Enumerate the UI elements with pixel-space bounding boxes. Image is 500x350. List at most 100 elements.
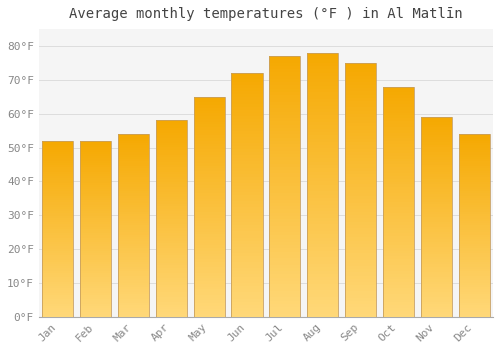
Bar — [270, 180, 300, 183]
Bar — [345, 161, 376, 164]
Bar — [42, 218, 74, 220]
Bar — [421, 302, 452, 304]
Bar — [345, 114, 376, 117]
Bar — [307, 234, 338, 238]
Bar — [156, 201, 187, 204]
Bar — [42, 161, 74, 163]
Bar — [118, 155, 149, 157]
Bar — [42, 286, 74, 288]
Bar — [232, 314, 262, 317]
Bar — [80, 172, 111, 174]
Bar — [156, 260, 187, 263]
Bar — [118, 143, 149, 145]
Bar — [118, 273, 149, 276]
Bar — [80, 147, 111, 149]
Bar — [118, 310, 149, 312]
Bar — [156, 194, 187, 197]
Bar — [421, 187, 452, 189]
Bar — [156, 304, 187, 307]
Bar — [307, 168, 338, 172]
Bar — [458, 248, 490, 251]
Bar — [421, 289, 452, 292]
Bar — [421, 292, 452, 294]
Bar — [270, 157, 300, 160]
Bar — [194, 182, 224, 185]
Bar — [307, 53, 338, 56]
Bar — [421, 227, 452, 229]
Bar — [458, 198, 490, 200]
Bar — [270, 92, 300, 95]
Bar — [194, 223, 224, 226]
Bar — [421, 117, 452, 317]
Bar — [232, 238, 262, 241]
Bar — [232, 295, 262, 299]
Bar — [42, 145, 74, 147]
Bar — [194, 207, 224, 210]
Bar — [307, 122, 338, 125]
Bar — [421, 219, 452, 222]
Bar — [270, 85, 300, 89]
Bar — [383, 196, 414, 199]
Bar — [383, 265, 414, 268]
Bar — [458, 145, 490, 148]
Bar — [421, 254, 452, 257]
Bar — [421, 182, 452, 184]
Bar — [270, 252, 300, 255]
Bar — [307, 79, 338, 83]
Bar — [307, 69, 338, 72]
Bar — [458, 194, 490, 196]
Bar — [194, 160, 224, 163]
Bar — [118, 251, 149, 253]
Bar — [383, 219, 414, 222]
Bar — [307, 148, 338, 152]
Bar — [421, 149, 452, 152]
Bar — [194, 292, 224, 295]
Bar — [80, 312, 111, 315]
Bar — [383, 228, 414, 231]
Bar — [156, 238, 187, 241]
Bar — [307, 86, 338, 89]
Bar — [270, 118, 300, 121]
Bar — [118, 145, 149, 148]
Bar — [458, 276, 490, 278]
Bar — [458, 305, 490, 308]
Bar — [307, 238, 338, 241]
Bar — [458, 237, 490, 239]
Bar — [345, 79, 376, 82]
Bar — [156, 290, 187, 292]
Bar — [421, 172, 452, 175]
Bar — [80, 152, 111, 154]
Bar — [80, 218, 111, 220]
Bar — [307, 158, 338, 162]
Bar — [194, 218, 224, 220]
Bar — [270, 304, 300, 307]
Bar — [307, 125, 338, 129]
Bar — [156, 233, 187, 236]
Bar — [232, 158, 262, 161]
Bar — [232, 88, 262, 91]
Bar — [118, 278, 149, 280]
Bar — [194, 157, 224, 160]
Bar — [383, 311, 414, 314]
Bar — [194, 220, 224, 223]
Bar — [345, 136, 376, 139]
Bar — [458, 182, 490, 184]
Bar — [118, 257, 149, 260]
Bar — [270, 177, 300, 180]
Bar — [194, 99, 224, 102]
Bar — [270, 154, 300, 157]
Bar — [194, 245, 224, 248]
Bar — [42, 255, 74, 257]
Bar — [80, 167, 111, 169]
Bar — [307, 204, 338, 208]
Bar — [458, 280, 490, 282]
Bar — [118, 248, 149, 251]
Bar — [118, 196, 149, 198]
Bar — [421, 189, 452, 192]
Bar — [270, 112, 300, 115]
Bar — [421, 282, 452, 284]
Bar — [458, 269, 490, 271]
Bar — [421, 145, 452, 147]
Bar — [118, 289, 149, 292]
Bar — [80, 156, 111, 158]
